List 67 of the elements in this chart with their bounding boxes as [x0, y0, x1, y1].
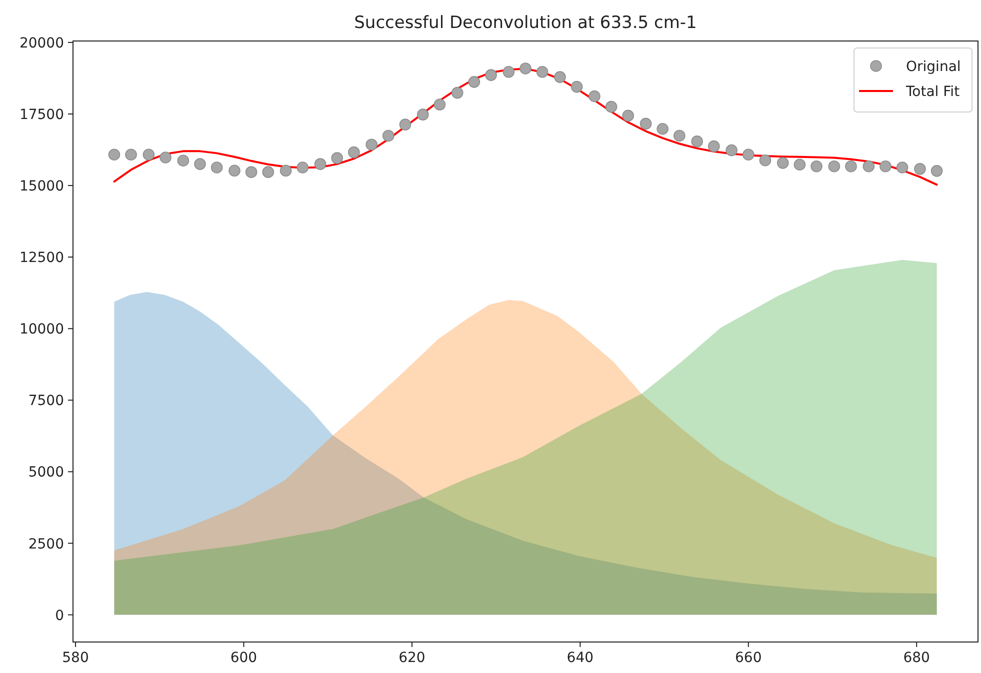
point: [554, 71, 566, 83]
point: [828, 160, 840, 172]
point: [742, 148, 754, 161]
point: [331, 152, 343, 164]
point: [520, 62, 532, 74]
x-tick-label: 660: [735, 650, 762, 666]
point: [451, 86, 464, 99]
point: [399, 118, 412, 130]
y-tick-label: 17500: [19, 106, 64, 123]
point: [622, 110, 634, 122]
point: [691, 136, 703, 148]
point: [845, 160, 857, 172]
point: [280, 164, 292, 177]
y-tick-label: 15000: [19, 178, 64, 195]
point: [177, 154, 190, 167]
point: [262, 166, 274, 178]
point: [674, 130, 686, 142]
point: [880, 160, 892, 172]
point: [726, 144, 738, 156]
point: [160, 152, 172, 164]
point: [656, 122, 668, 135]
point: [108, 148, 120, 161]
point: [468, 76, 480, 88]
point: [348, 146, 360, 158]
x-tick-label: 600: [230, 650, 258, 666]
point: [588, 90, 600, 102]
point: [570, 80, 583, 93]
point: [640, 118, 652, 130]
point: [914, 163, 926, 175]
point: [485, 69, 497, 81]
point: [434, 98, 446, 110]
legend-label: Original: [906, 59, 961, 75]
point: [810, 160, 822, 172]
y-tick-label: 10000: [19, 322, 64, 338]
point: [228, 164, 240, 177]
point: [382, 130, 394, 142]
y-tick-label: 0: [55, 608, 64, 624]
y-tick-label: 12500: [19, 250, 64, 266]
point: [125, 148, 137, 161]
point: [296, 162, 309, 174]
y-tick-label: 5000: [28, 464, 64, 481]
point: [366, 138, 378, 150]
point: [416, 108, 429, 120]
point: [142, 148, 155, 161]
point: [605, 100, 618, 113]
point: [896, 162, 908, 174]
point: [314, 158, 326, 170]
y-tick-label: 7500: [28, 393, 64, 410]
point: [776, 157, 789, 169]
point: [862, 160, 875, 172]
legend-label: Total Fit: [905, 84, 960, 100]
x-tick-label: 640: [566, 650, 594, 666]
point: [210, 162, 223, 174]
point: [194, 158, 206, 170]
chart-title: Successful Deconvolution at 633.5 cm-1: [354, 13, 697, 33]
y-tick-label: 20000: [19, 35, 64, 52]
x-tick-label: 680: [903, 650, 930, 666]
x-tick-label: 620: [398, 650, 426, 666]
x-tick-label: 580: [62, 650, 89, 666]
point: [245, 166, 258, 178]
point: [502, 66, 515, 78]
point: [759, 154, 772, 166]
point: [794, 158, 806, 171]
point: [930, 165, 943, 177]
point: [708, 140, 720, 152]
point: [536, 66, 548, 78]
y-tick-label: 2500: [28, 536, 64, 552]
